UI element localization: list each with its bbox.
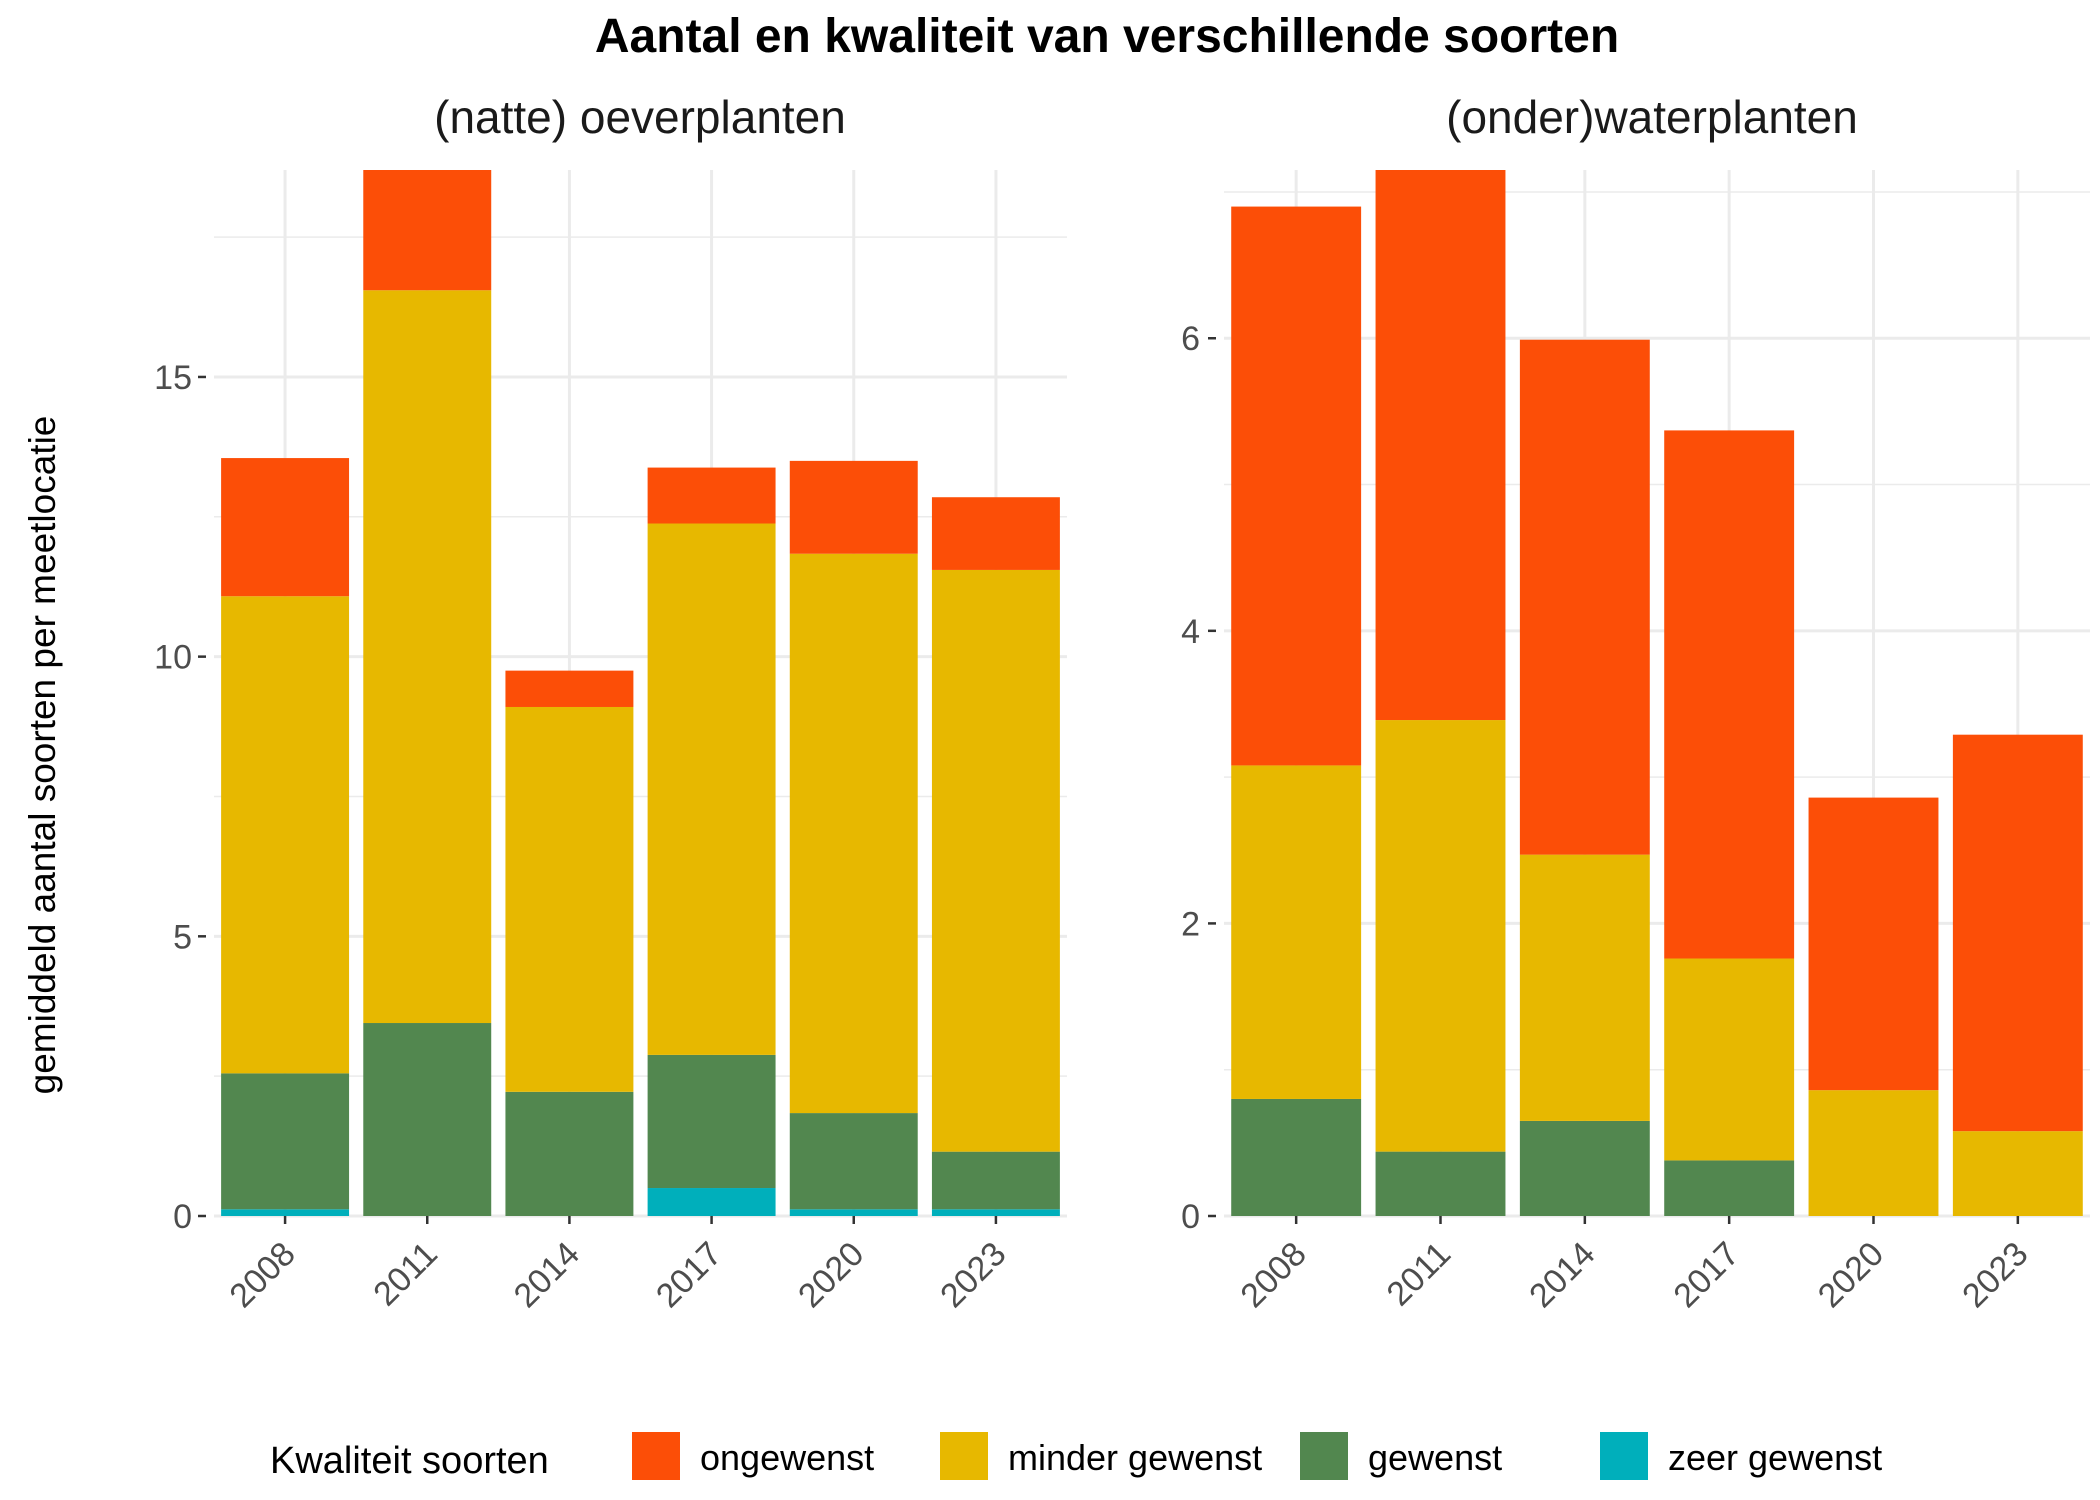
legend-swatch-zeer-gewenst (1600, 1432, 1648, 1480)
bar-segment-gewenst-2014 (505, 1091, 634, 1216)
bar-segment-ongewenst-2011 (1375, 170, 1506, 721)
legend-swatch-minder-gewenst (940, 1432, 988, 1480)
bar-segment-gewenst-2008 (1231, 1098, 1362, 1216)
bar-segment-minder-gewenst-2017 (647, 523, 776, 1055)
bar-segment-minder-gewenst-2020 (789, 553, 918, 1114)
bar-segment-ongewenst-2017 (1664, 430, 1795, 959)
chart-title: Aantal en kwaliteit van verschillende so… (595, 10, 1619, 63)
y-tick-label: 5 (173, 918, 192, 956)
bar-segment-minder-gewenst-2023 (1952, 1131, 2083, 1216)
bar-segment-gewenst-2020 (789, 1113, 918, 1210)
bar-segment-minder-gewenst-2020 (1808, 1090, 1939, 1216)
x-tick-label: 2011 (366, 1235, 445, 1314)
legend-label: minder gewenst (1008, 1437, 1262, 1478)
y-tick-label: 0 (1181, 1198, 1200, 1236)
bar-segment-ongewenst-2014 (505, 670, 634, 707)
y-tick-label: 0 (173, 1198, 192, 1236)
legend-label: gewenst (1368, 1437, 1502, 1478)
x-tick-label: 2023 (1955, 1235, 2035, 1315)
bar-segment-zeer-gewenst-2008 (221, 1209, 350, 1216)
bar-segment-ongewenst-2014 (1519, 339, 1650, 855)
legend: Kwaliteit soorten ongewenst minder gewens… (270, 1432, 1882, 1482)
x-tick-label: 2017 (649, 1235, 729, 1315)
bar-segment-ongewenst-2008 (221, 458, 350, 597)
y-tick-label: 2 (1181, 905, 1200, 943)
panel-1: (natte) oeverplanten 0 5 10 15 2008 2011 2014 20… (154, 91, 1067, 1315)
bar-segment-minder-gewenst-2014 (1519, 854, 1650, 1121)
bar-segment-ongewenst-2017 (647, 467, 776, 524)
bar-segment-gewenst-2011 (1375, 1151, 1506, 1216)
x-tick-label: 2011 (1380, 1235, 1459, 1314)
legend-label: zeer gewenst (1668, 1437, 1882, 1478)
x-tick-label: 2008 (222, 1235, 302, 1315)
bar-segment-minder-gewenst-2014 (505, 706, 634, 1092)
x-tick-label: 2020 (791, 1235, 871, 1315)
bar-segment-gewenst-2011 (363, 1023, 492, 1216)
bar-segment-minder-gewenst-2011 (1375, 720, 1506, 1152)
x-tick-label: 2023 (933, 1235, 1013, 1315)
y-tick-label: 4 (1181, 613, 1200, 651)
bar-segment-ongewenst-2008 (1231, 206, 1362, 766)
x-tick-label: 2008 (1233, 1235, 1313, 1315)
bar-segment-ongewenst-2011 (363, 170, 492, 291)
panel-subtitle: (onder)waterplanten (1446, 91, 1858, 143)
bar-segment-gewenst-2008 (221, 1073, 350, 1210)
bar-segment-zeer-gewenst-2017 (647, 1188, 776, 1216)
bar-segment-gewenst-2014 (1519, 1120, 1650, 1216)
bar-segment-zeer-gewenst-2023 (931, 1209, 1060, 1216)
bar-segment-minder-gewenst-2017 (1664, 958, 1795, 1161)
bar-segment-minder-gewenst-2008 (221, 596, 350, 1074)
bar-segment-ongewenst-2023 (931, 497, 1060, 570)
legend-swatch-ongewenst (632, 1432, 680, 1480)
legend-swatch-gewenst (1300, 1432, 1348, 1480)
x-tick-label: 2017 (1666, 1235, 1746, 1315)
x-tick-label: 2020 (1811, 1235, 1891, 1315)
bar-segment-minder-gewenst-2023 (931, 569, 1060, 1152)
bar-segment-ongewenst-2020 (789, 460, 918, 554)
y-axis-label: gemiddeld aantal soorten per meetlocatie (22, 416, 63, 1095)
bar-segment-minder-gewenst-2011 (363, 290, 492, 1024)
y-tick-label: 15 (154, 359, 192, 397)
bar-segment-gewenst-2017 (647, 1054, 776, 1189)
x-tick-label: 2014 (1522, 1235, 1602, 1315)
y-tick-label: 10 (154, 639, 192, 677)
x-tick-label: 2014 (507, 1235, 587, 1315)
legend-title: Kwaliteit soorten (270, 1440, 549, 1482)
bar-segment-ongewenst-2023 (1952, 734, 2083, 1132)
legend-label: ongewenst (700, 1437, 874, 1478)
bar-segment-zeer-gewenst-2020 (789, 1209, 918, 1216)
y-tick-label: 6 (1181, 320, 1200, 358)
bar-segment-gewenst-2023 (931, 1151, 1060, 1210)
panel-2: (onder)waterplanten 0 2 4 6 2008 2011 2014 2017 2… (1181, 91, 2090, 1315)
bar-segment-gewenst-2017 (1664, 1160, 1795, 1216)
bar-segment-ongewenst-2020 (1808, 797, 1939, 1091)
bar-segment-minder-gewenst-2008 (1231, 765, 1362, 1099)
panel-subtitle: (natte) oeverplanten (434, 91, 846, 143)
